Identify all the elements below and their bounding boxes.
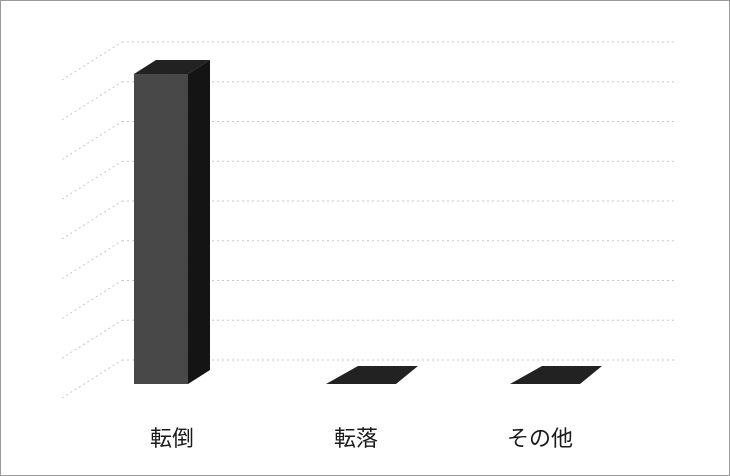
gridline-diagonal [61, 359, 123, 399]
gridline-diagonal [61, 240, 123, 280]
bar-top-face [510, 366, 602, 384]
category-label: その他 [507, 427, 573, 452]
bar-3 [510, 366, 602, 384]
gridline-diagonal [61, 200, 123, 240]
category-label: 転落 [334, 427, 378, 452]
category-labels: 転倒 転落 その他 [150, 427, 573, 452]
bar-front-face [134, 74, 188, 384]
bar-side-face [188, 60, 210, 384]
bar-top-face [134, 60, 210, 74]
bar-2 [326, 366, 418, 384]
category-label: 転倒 [150, 427, 194, 452]
gridline-diagonal [61, 319, 123, 359]
gridline-diagonal [61, 280, 123, 319]
bar-1 [134, 60, 210, 384]
bar-top-face [326, 366, 418, 384]
gridline-diagonal [61, 81, 123, 121]
grid-lines [61, 41, 675, 399]
gridline-diagonal [61, 121, 123, 160]
gridline-diagonal [61, 160, 123, 200]
gridline-diagonal [61, 41, 123, 81]
bars [134, 60, 602, 384]
